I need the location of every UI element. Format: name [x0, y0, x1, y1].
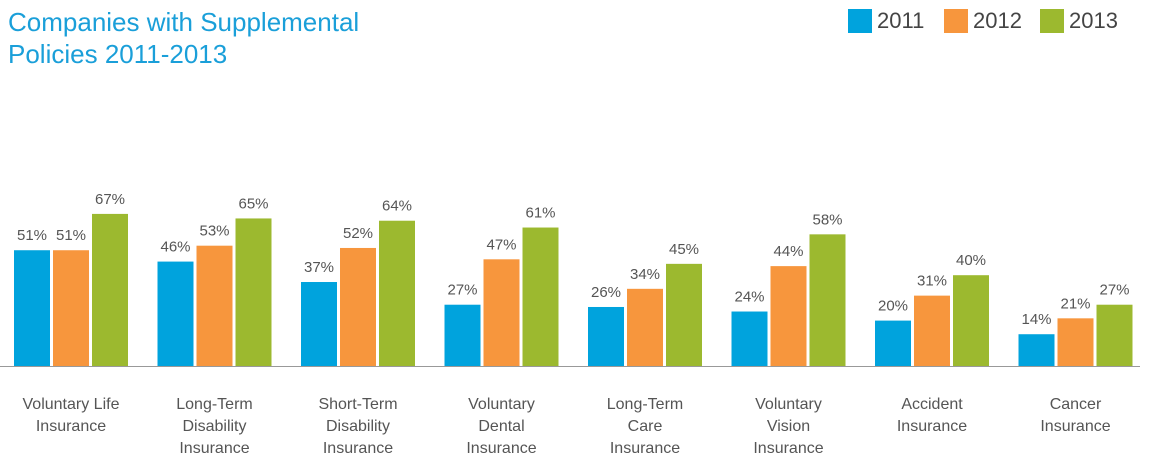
bar — [14, 250, 50, 366]
bar — [92, 213, 128, 366]
bar — [770, 266, 807, 366]
value-label: 58% — [812, 211, 842, 228]
legend-label: 2011 — [877, 8, 924, 33]
bar — [914, 295, 950, 366]
value-label: 37% — [304, 259, 334, 276]
value-label: 51% — [56, 227, 86, 244]
x-tick-label: Long-Term Disability Insurance — [176, 396, 253, 457]
bar — [444, 304, 481, 366]
bar — [196, 245, 233, 366]
value-label: 14% — [1021, 311, 1051, 328]
value-label: 51% — [17, 227, 47, 244]
bar — [666, 263, 702, 366]
bar — [809, 234, 846, 366]
value-label: 67% — [95, 191, 125, 208]
value-label: 26% — [591, 284, 621, 301]
x-tick-label: Accident Insurance — [896, 396, 968, 435]
bar — [340, 247, 376, 366]
bar — [53, 250, 89, 366]
chart-title: Companies with Supplemental Policies 201… — [8, 7, 360, 69]
value-label: 21% — [1060, 295, 1090, 312]
value-label: 65% — [238, 195, 268, 212]
bar — [301, 282, 337, 366]
value-label: 52% — [343, 225, 373, 242]
value-label: 34% — [630, 266, 660, 283]
x-tick-label: Voluntary Vision Insurance — [753, 396, 824, 457]
value-label: 31% — [917, 273, 947, 290]
bar — [588, 306, 624, 366]
value-label: 27% — [447, 282, 477, 299]
bar — [875, 320, 911, 366]
bar — [483, 259, 520, 366]
legend-label: 2013 — [1069, 8, 1118, 33]
x-tick-label: Short-Term Disability Insurance — [318, 396, 398, 457]
x-tick-label: Voluntary Life Insurance — [22, 396, 120, 435]
x-tick-label: Long-Term Care Insurance — [606, 396, 684, 457]
value-label: 53% — [199, 223, 229, 240]
bar — [731, 311, 768, 366]
legend-swatch — [848, 9, 872, 33]
bar — [1057, 318, 1094, 366]
value-label: 46% — [160, 239, 190, 256]
x-tick-label: Voluntary Dental Insurance — [466, 396, 537, 457]
bar — [522, 227, 559, 366]
value-label: 45% — [669, 241, 699, 258]
x-tick-label: Cancer Insurance — [1040, 396, 1111, 435]
value-label: 27% — [1099, 282, 1129, 299]
bar — [627, 288, 663, 366]
value-label: 44% — [773, 243, 803, 260]
value-label: 24% — [734, 289, 764, 306]
legend-swatch — [1040, 9, 1064, 33]
bar — [379, 220, 415, 366]
value-label: 64% — [382, 198, 412, 215]
bar — [1096, 304, 1133, 366]
bar — [235, 218, 272, 366]
legend-label: 2012 — [973, 8, 1022, 33]
legend-swatch — [944, 9, 968, 33]
bar — [953, 275, 989, 366]
value-label: 47% — [486, 236, 516, 253]
bar — [157, 261, 194, 366]
bar — [1018, 334, 1055, 366]
value-label: 61% — [525, 205, 555, 222]
value-label: 20% — [878, 298, 908, 315]
value-label: 40% — [956, 252, 986, 269]
